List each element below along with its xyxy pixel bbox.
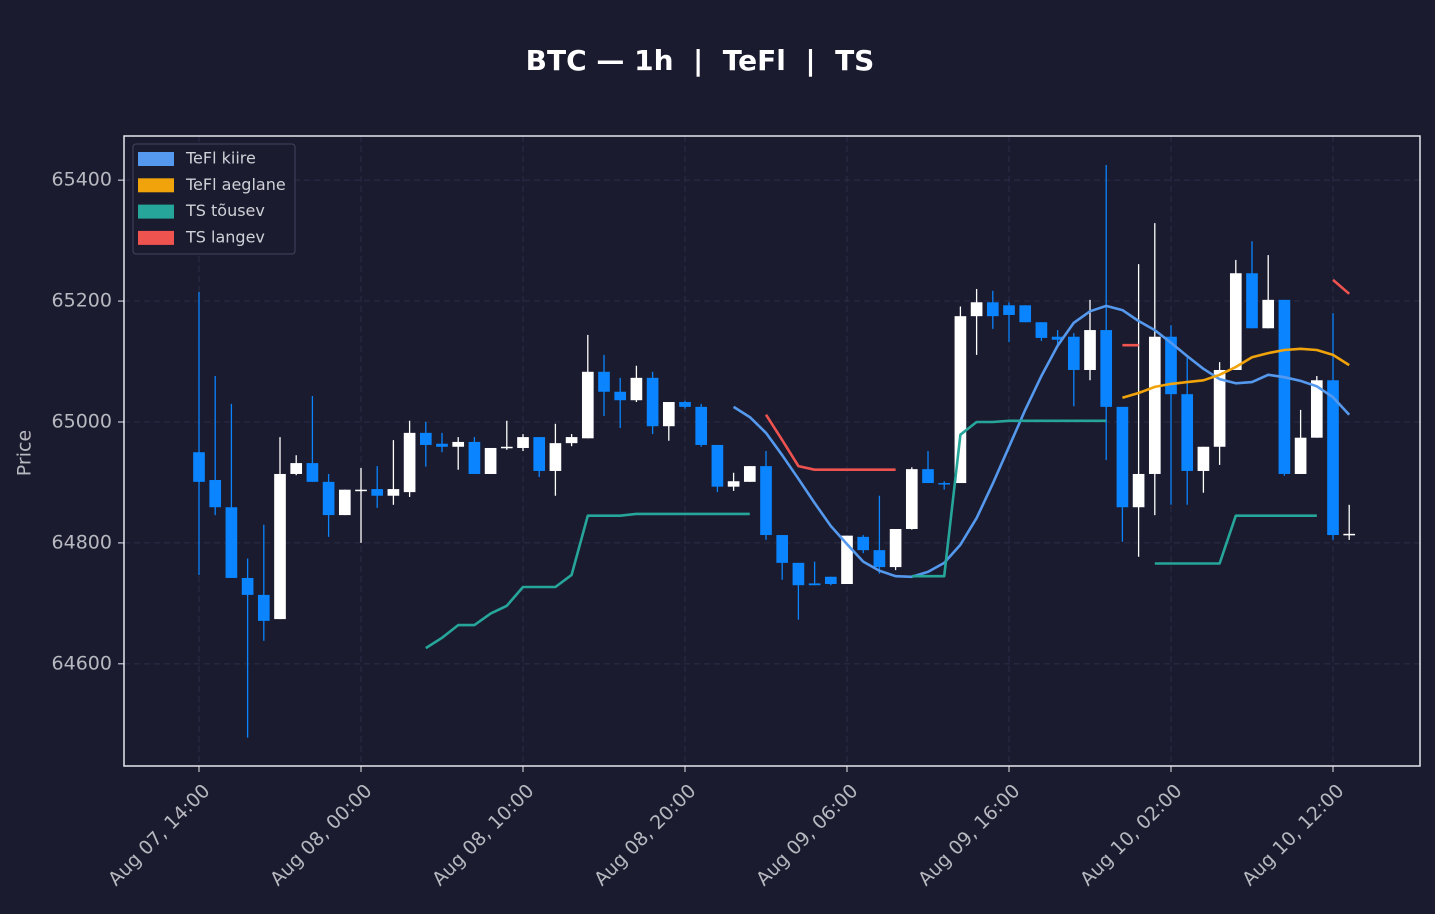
- candle-body: [646, 377, 659, 427]
- candle-body: [1181, 394, 1194, 471]
- candle-body: [824, 576, 837, 585]
- legend-label: TeFl aeglane: [185, 175, 286, 194]
- candle-body: [1246, 273, 1258, 329]
- candle-body: [662, 402, 675, 427]
- candle-body: [760, 466, 772, 536]
- candle-body: [452, 441, 465, 447]
- candle-body: [1116, 406, 1129, 508]
- candle-body: [1084, 330, 1096, 370]
- legend-swatch: [138, 178, 174, 193]
- candle-body: [403, 432, 416, 493]
- candle-body: [500, 446, 513, 449]
- candle-body: [306, 463, 319, 482]
- candle-body: [1278, 299, 1291, 474]
- candle-body: [776, 535, 789, 563]
- candle-body: [695, 406, 708, 445]
- candle-body: [1262, 299, 1275, 329]
- legend-swatch: [138, 230, 174, 245]
- legend-label: TeFl kiire: [185, 149, 256, 168]
- candle-body: [711, 444, 724, 487]
- candle-body: [1310, 380, 1323, 438]
- y-tick-label: 65000: [52, 410, 112, 432]
- candle-body: [1229, 273, 1242, 370]
- legend-swatch: [138, 152, 174, 166]
- candle-body: [1132, 473, 1145, 508]
- candle-body: [598, 371, 610, 392]
- legend-label: TS tõusev: [185, 201, 265, 220]
- candle-body: [889, 528, 902, 568]
- series-line: [764, 278, 1351, 471]
- candle-body: [581, 371, 594, 439]
- candle-body: [1100, 330, 1113, 407]
- candle-body: [257, 594, 270, 621]
- candle-body: [630, 377, 643, 401]
- candle-body: [338, 489, 351, 516]
- candle-body: [193, 452, 205, 482]
- candle-body: [533, 437, 546, 471]
- candle-body: [419, 432, 432, 445]
- candle-body: [1294, 437, 1307, 474]
- candle-body: [792, 562, 805, 586]
- candle-body: [873, 550, 886, 568]
- candle-body: [1003, 305, 1015, 315]
- y-axis-label: Price: [14, 430, 36, 476]
- candle-body: [922, 469, 934, 484]
- y-tick-label: 65200: [52, 290, 112, 312]
- candle-body: [614, 391, 627, 401]
- candle-body: [905, 469, 918, 529]
- y-tick-label: 65400: [52, 169, 112, 191]
- series-line: [1122, 347, 1350, 400]
- candle-body: [371, 489, 384, 496]
- candle-body: [1343, 533, 1356, 536]
- candle-body: [1197, 446, 1210, 471]
- candle-body: [1213, 369, 1226, 447]
- candle-body: [954, 316, 967, 484]
- candle-body: [938, 483, 951, 485]
- candle-body: [727, 481, 740, 487]
- candle-body: [1019, 305, 1032, 323]
- candle-body: [209, 480, 222, 508]
- legend: TeFl kiire TeFl aeglane TS tõusev TS langev: [132, 143, 296, 255]
- candle-body: [225, 507, 238, 578]
- candle-body: [436, 443, 448, 447]
- candle-body: [322, 481, 335, 516]
- candle-body: [986, 302, 999, 317]
- candle-body: [241, 577, 254, 595]
- candle-body: [1327, 380, 1339, 536]
- candle-body: [841, 535, 853, 585]
- legend-label: TS langev: [185, 227, 265, 246]
- chart-title: BTC — 1h | TeFl | TS: [526, 44, 875, 77]
- candle-body: [679, 402, 691, 407]
- candle-body: [1165, 336, 1177, 395]
- series-line: [732, 304, 1351, 579]
- candle-body: [517, 437, 529, 448]
- candle-body: [857, 536, 870, 551]
- candle-body: [484, 447, 497, 474]
- candle-body: [1148, 336, 1161, 474]
- plot-marks: [193, 165, 1356, 738]
- candle-body: [468, 441, 481, 474]
- legend-swatch: [138, 204, 174, 219]
- series-line: [425, 419, 1317, 650]
- legend-frame: [132, 143, 296, 255]
- candle-body: [743, 466, 756, 482]
- candle-body: [387, 489, 400, 496]
- candle-body: [549, 443, 562, 471]
- plot-frame: [123, 135, 1421, 767]
- candle-body: [970, 302, 983, 317]
- candle-body: [274, 473, 286, 620]
- candle-body: [1035, 322, 1048, 338]
- y-tick-label: 64600: [52, 652, 112, 674]
- candle-body: [808, 583, 821, 586]
- candle-body: [1051, 336, 1064, 340]
- candle-body: [355, 489, 367, 492]
- candle-body: [565, 437, 578, 444]
- y-tick-label: 64800: [52, 531, 112, 553]
- candle-body: [290, 463, 303, 474]
- candle-body: [1067, 336, 1080, 370]
